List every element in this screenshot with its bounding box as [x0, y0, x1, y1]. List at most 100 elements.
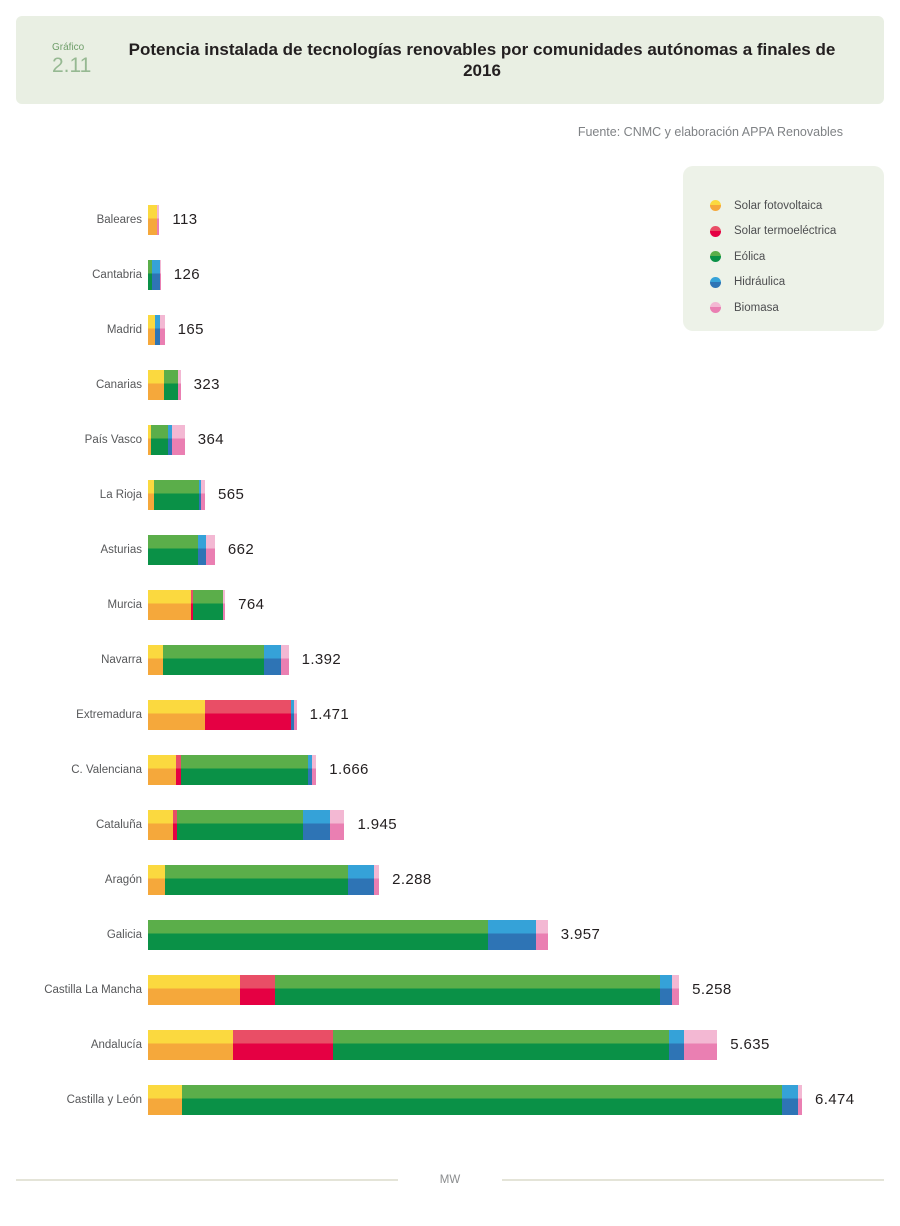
stacked-bar — [148, 314, 165, 345]
stacked-bar — [148, 479, 206, 510]
row-label: País Vasco — [84, 433, 142, 446]
bar-segment-eolica — [148, 534, 198, 565]
bar-total-value: 1.666 — [329, 761, 369, 778]
chart-row-cantabria: Cantabria 126 — [0, 247, 900, 302]
bar-total-value: 165 — [177, 321, 204, 338]
bar-segment-hidraulica — [302, 809, 331, 840]
bar-segment-hidraulica — [264, 644, 281, 675]
bar-segment-solar-termoelectrica — [176, 754, 182, 785]
stacked-bar — [148, 1029, 718, 1060]
stacked-bar — [148, 809, 345, 840]
chart-row-murcia: Murcia 764 — [0, 577, 900, 632]
bar-segment-solar-fotovoltaica — [148, 699, 205, 730]
bar-segment-solar-fotovoltaica — [148, 754, 177, 785]
chart-row-andalucia: Andalucía 5.635 — [0, 1017, 900, 1072]
bar-total-value: 1.392 — [301, 651, 342, 668]
bar-segment-biomasa — [280, 644, 289, 675]
legend-label: Solar fotovoltaica — [734, 199, 823, 212]
legend-dot-icon-solar-termoelectrica — [710, 225, 721, 237]
legend-label: Solar termoeléctrica — [734, 225, 837, 238]
chart-row-navarra: Navarra 1.392 — [0, 632, 900, 687]
stacked-bar — [148, 204, 160, 235]
bar-segment-eolica — [192, 589, 223, 620]
bar-segment-biomasa — [159, 259, 161, 290]
bar-segment-hidraulica — [154, 314, 160, 345]
bar-total-value: 113 — [172, 211, 198, 228]
stacked-bar — [148, 259, 161, 290]
bar-segment-solar-fotovoltaica — [148, 424, 151, 455]
bar-total-value: 323 — [193, 376, 220, 393]
row-label: Aragón — [104, 873, 142, 886]
bar-segment-solar-fotovoltaica — [148, 314, 155, 345]
bar-total-value: 3.957 — [560, 926, 601, 943]
bar-segment-solar-termoelectrica — [191, 589, 193, 620]
bar-segment-hidraulica — [199, 479, 202, 510]
legend-item-biomasa: Biomasa — [710, 295, 884, 321]
bar-segment-eolica — [275, 974, 661, 1005]
axis-line-left — [16, 1179, 398, 1181]
stacked-bar — [148, 589, 226, 620]
legend-item-hidraulica: Hidráulica — [710, 270, 884, 296]
bar-total-value: 565 — [218, 486, 245, 503]
bar-segment-biomasa — [177, 369, 181, 400]
chart-title: Potencia instalada de tecnologías renova… — [128, 39, 836, 80]
chart-number: 2.11 — [52, 54, 92, 77]
legend-dot-icon-biomasa — [710, 302, 721, 314]
stacked-bar — [148, 644, 289, 675]
legend-item-solar-fotovoltaica: Solar fotovoltaica — [710, 193, 884, 219]
bar-segment-biomasa — [672, 974, 680, 1005]
bar-segment-eolica — [165, 864, 349, 895]
bar-segment-biomasa — [156, 204, 160, 235]
legend-dot-icon-solar-fotovoltaica — [710, 200, 721, 212]
bar-total-value: 5.635 — [730, 1036, 770, 1053]
axis-footer: MW — [16, 1171, 884, 1189]
chart-row-aragon: Aragón 2.288 — [0, 852, 900, 907]
row-label: Castilla La Mancha — [44, 983, 142, 996]
chart-row-asturias: Asturias 662 — [0, 522, 900, 577]
bar-total-value: 126 — [173, 266, 200, 283]
bar-segment-hidraulica — [291, 699, 294, 730]
chart: Baleares 113 Cantabria 126 Madrid 165 Canarias… — [0, 192, 900, 1127]
stacked-bar — [148, 754, 317, 785]
bar-segment-biomasa — [205, 534, 215, 565]
bar-segment-eolica — [148, 259, 152, 290]
chart-row-c-valenciana: C. Valenciana 1.666 — [0, 742, 900, 797]
chart-row-pais-vasco: País Vasco 364 — [0, 412, 900, 467]
bar-segment-eolica — [163, 644, 265, 675]
row-label: Andalucía — [90, 1038, 142, 1051]
bar-segment-solar-fotovoltaica — [148, 974, 240, 1005]
chart-kicker: Gráfico — [52, 42, 85, 53]
chart-row-galicia: Galicia 3.957 — [0, 907, 900, 962]
row-label: Extremadura — [76, 708, 142, 721]
stacked-bar — [148, 864, 380, 895]
bar-total-value: 5.258 — [692, 981, 732, 998]
stacked-bar — [148, 369, 181, 400]
bar-segment-hidraulica — [197, 534, 206, 565]
chart-row-extremadura: Extremadura 1.471 — [0, 687, 900, 742]
bar-segment-eolica — [154, 479, 199, 510]
stacked-bar — [148, 919, 548, 950]
bar-segment-eolica — [181, 754, 309, 785]
stacked-bar — [148, 699, 297, 730]
bar-segment-solar-termoelectrica — [239, 974, 276, 1005]
bar-segment-solar-fotovoltaica — [148, 479, 155, 510]
chart-row-baleares: Baleares 113 — [0, 192, 900, 247]
legend-dot-icon-eolica — [710, 251, 721, 263]
bar-segment-hidraulica — [781, 1084, 799, 1115]
legend-label: Eólica — [734, 250, 766, 263]
bar-total-value: 662 — [227, 541, 255, 558]
bar-segment-biomasa — [683, 1029, 718, 1060]
bar-segment-biomasa — [293, 699, 297, 730]
legend: Solar fotovoltaica Solar termoeléctrica Eó… — [683, 166, 884, 331]
bar-segment-hidraulica — [488, 919, 536, 950]
row-label: Baleares — [96, 213, 142, 226]
row-label: Cantabria — [92, 268, 142, 281]
stacked-bar — [148, 534, 215, 565]
bar-segment-eolica — [177, 809, 303, 840]
source-text: Fuente: CNMC y elaboración APPA Renovabl… — [577, 125, 843, 139]
bar-total-value: 364 — [197, 431, 224, 448]
bar-total-value: 764 — [238, 596, 265, 613]
bar-segment-solar-termoelectrica — [204, 699, 292, 730]
bar-segment-solar-fotovoltaica — [148, 369, 164, 400]
row-label: Navarra — [101, 653, 142, 666]
